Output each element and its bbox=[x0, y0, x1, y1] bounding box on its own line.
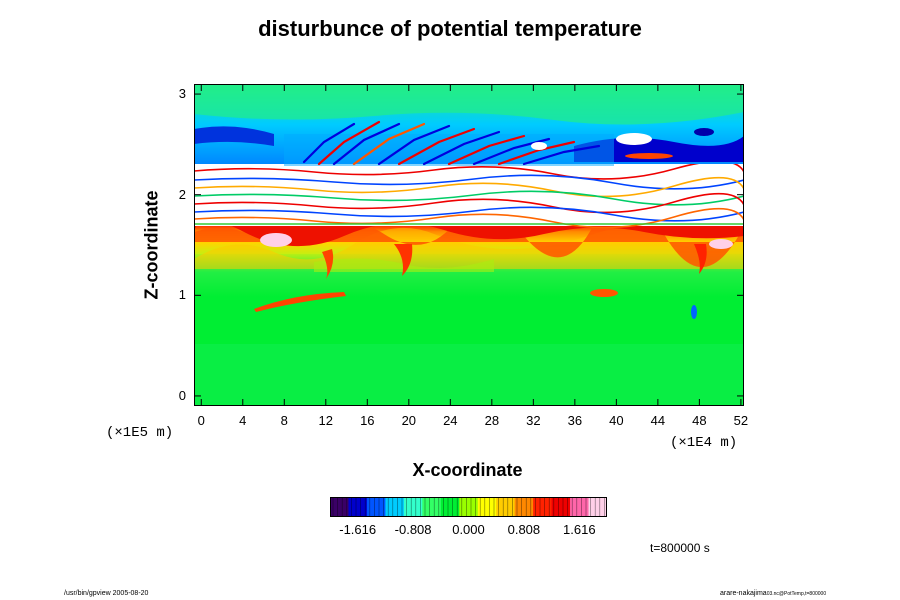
y-tick-label: 2 bbox=[178, 186, 186, 202]
heatmap-field bbox=[194, 84, 744, 406]
colorbar-frame bbox=[330, 497, 607, 517]
x-tick-label: 16 bbox=[360, 413, 375, 428]
colorbar-swatch bbox=[348, 497, 368, 517]
colorbar-tick-label: 0.808 bbox=[507, 522, 541, 537]
y-tick-label: 1 bbox=[178, 287, 186, 303]
colorbar-swatch bbox=[422, 497, 442, 517]
x-scale-label: (×1E4 m) bbox=[670, 435, 738, 451]
time-label: t=800000 s bbox=[650, 541, 710, 555]
wave-pattern bbox=[302, 120, 601, 166]
colorbar-swatch bbox=[440, 497, 460, 517]
x-tick-label: 44 bbox=[650, 413, 666, 428]
colorbar-swatch bbox=[533, 497, 553, 517]
colorbar-swatch bbox=[459, 497, 479, 517]
x-tick-label: 36 bbox=[567, 413, 583, 428]
x-tick-label: 32 bbox=[526, 413, 541, 428]
y-axis-label: Z-coordinate bbox=[141, 190, 162, 300]
x-axis-label: X-coordinate bbox=[412, 460, 523, 480]
colorbar-tick-label: -1.616 bbox=[339, 522, 377, 537]
x-tick-label: 28 bbox=[484, 413, 500, 428]
colorbar-tick-label: 1.616 bbox=[563, 522, 596, 537]
x-tick-label: 48 bbox=[692, 413, 707, 428]
footer-file: 03.nc@PotTemp,t=800000 bbox=[766, 591, 827, 597]
colorbar-swatch bbox=[477, 497, 497, 517]
colorbar bbox=[330, 497, 607, 517]
footer-command: /usr/bin/gpview 2005-08-20 bbox=[64, 590, 149, 597]
colorbar-swatch bbox=[330, 497, 349, 517]
y-tick-label: 3 bbox=[178, 86, 186, 102]
tick-marks bbox=[194, 84, 744, 406]
x-tick-label: 8 bbox=[280, 413, 288, 428]
x-tick-label: 12 bbox=[318, 413, 334, 428]
x-tick-label: 52 bbox=[733, 413, 749, 428]
colorbar-swatch bbox=[570, 497, 590, 517]
footer-author: arare-nakajima bbox=[720, 590, 767, 597]
x-tick-label: 20 bbox=[401, 413, 417, 428]
oscillation-bands bbox=[194, 160, 744, 229]
colorbar-tick-label: 0.000 bbox=[452, 522, 485, 537]
heatmap-plot-area bbox=[194, 84, 744, 406]
colorbar-swatch bbox=[496, 497, 516, 517]
colorbar-swatch bbox=[588, 497, 607, 517]
x-tick-label: 0 bbox=[197, 413, 205, 428]
z-scale-label: (×1E5 m) bbox=[106, 425, 174, 441]
colorbar-swatch bbox=[551, 497, 571, 517]
plot-frame bbox=[194, 84, 744, 406]
colorbar-swatch bbox=[366, 497, 386, 517]
x-tick-label: 4 bbox=[239, 413, 247, 428]
colorbar-swatch bbox=[514, 497, 534, 517]
y-tick-label: 0 bbox=[178, 387, 186, 403]
footer-source: arare-nakajima03.nc@PotTemp,t=800000 bbox=[720, 590, 826, 597]
x-tick-label: 40 bbox=[609, 413, 624, 428]
colorbar-swatch bbox=[403, 497, 423, 517]
colorbar-swatch bbox=[385, 497, 405, 517]
x-tick-label: 24 bbox=[443, 413, 458, 428]
chart-title: disturbunce of potential temperature bbox=[258, 16, 642, 41]
colorbar-tick-label: -0.808 bbox=[394, 522, 432, 537]
